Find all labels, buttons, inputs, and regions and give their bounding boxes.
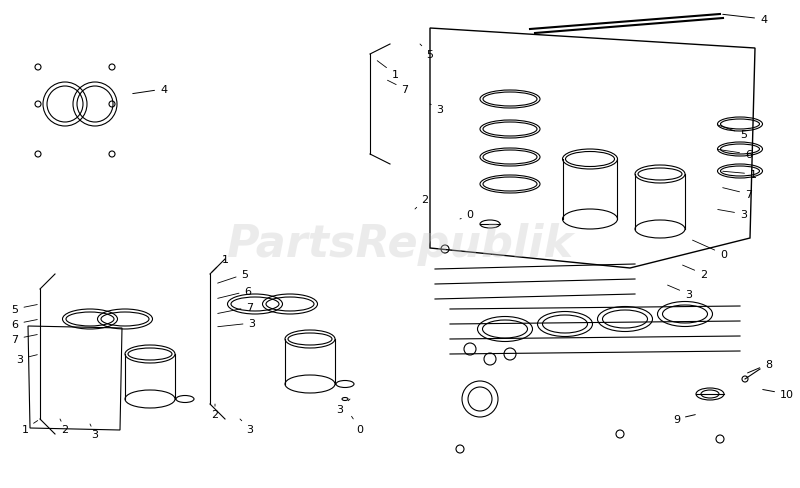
Text: 3: 3 bbox=[218, 318, 255, 328]
Text: 3: 3 bbox=[337, 399, 350, 414]
Text: 10: 10 bbox=[762, 389, 794, 399]
Text: 4: 4 bbox=[133, 85, 167, 95]
Text: 6: 6 bbox=[718, 150, 752, 160]
Text: 3: 3 bbox=[718, 209, 747, 220]
Text: 1: 1 bbox=[378, 61, 398, 80]
Text: 0: 0 bbox=[460, 209, 474, 220]
Text: 2: 2 bbox=[682, 265, 707, 280]
Text: 2: 2 bbox=[211, 404, 218, 419]
Text: 6: 6 bbox=[11, 319, 38, 329]
Text: 5: 5 bbox=[718, 126, 747, 140]
Text: PartsRepublik: PartsRepublik bbox=[226, 223, 574, 265]
Text: 3: 3 bbox=[90, 424, 98, 439]
Text: 3: 3 bbox=[240, 419, 254, 434]
Text: 5: 5 bbox=[218, 269, 249, 284]
Text: 0: 0 bbox=[351, 416, 363, 434]
Text: 3: 3 bbox=[430, 105, 443, 115]
Text: 9: 9 bbox=[673, 414, 695, 424]
Text: 4: 4 bbox=[722, 15, 767, 25]
Text: 5: 5 bbox=[11, 305, 38, 314]
Text: 7: 7 bbox=[387, 81, 409, 95]
Text: 0: 0 bbox=[693, 241, 727, 260]
Text: 7: 7 bbox=[11, 334, 38, 345]
Text: 2: 2 bbox=[60, 419, 69, 434]
Text: 7: 7 bbox=[722, 188, 752, 200]
Text: 3: 3 bbox=[667, 285, 692, 299]
Text: 6: 6 bbox=[218, 286, 251, 299]
Text: 5: 5 bbox=[420, 45, 434, 60]
Text: 1: 1 bbox=[212, 254, 229, 272]
Text: 3: 3 bbox=[17, 354, 38, 364]
Text: 1: 1 bbox=[722, 170, 757, 180]
Text: 1: 1 bbox=[22, 421, 38, 434]
Text: 8: 8 bbox=[747, 359, 772, 373]
Text: 7: 7 bbox=[218, 303, 254, 314]
Text: 2: 2 bbox=[415, 195, 429, 209]
